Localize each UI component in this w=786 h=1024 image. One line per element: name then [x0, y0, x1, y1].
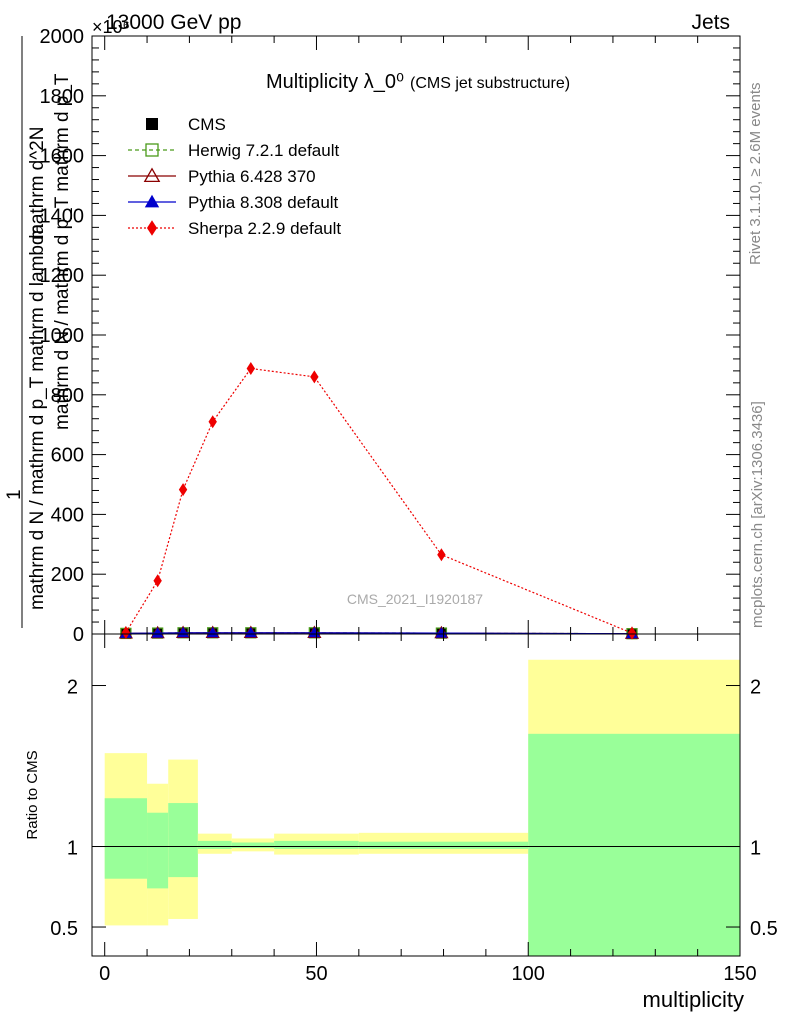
- legend-marker: [145, 143, 159, 157]
- ratio-y-tick-label: 1: [67, 838, 78, 860]
- y-tick-label: 1600: [40, 146, 85, 168]
- y-exponent: ×10⁶: [92, 17, 130, 37]
- y-tick-label: 800: [51, 385, 84, 407]
- main-panel: 0 200 400 600 800 1000 1200 1400 1600 1800 2000 Mu…: [40, 26, 741, 646]
- data-point-pythia-8-308-default: [177, 626, 190, 638]
- legend-label: Herwig 7.2.1 default: [188, 141, 339, 160]
- legend-marker: [144, 194, 160, 208]
- analysis-watermark: CMS_2021_I1920187: [347, 591, 483, 607]
- y-tick-label: 200: [51, 564, 84, 586]
- legend-entry-herwig-7-2-1-default: Herwig 7.2.1 default: [128, 141, 339, 160]
- data-point-sherpa-2-2-9-default: [246, 361, 256, 375]
- ratio-frame: [91, 633, 741, 957]
- ratio-stat-band: [528, 733, 740, 956]
- main-y-axis: 0 200 400 600 800 1000 1200 1400 1600 1800 2000: [40, 26, 741, 646]
- x-tick-label: 0: [99, 963, 110, 985]
- legend-entry-pythia-8-308-default: Pythia 8.308 default: [128, 193, 339, 212]
- y-tick-label: 1200: [40, 265, 85, 287]
- data-point-sherpa-2-2-9-default: [178, 483, 188, 497]
- ratio-y-tick-label-right: 2: [750, 677, 761, 699]
- x-tick-label: 150: [723, 963, 756, 985]
- x-tick-label: 100: [512, 963, 545, 985]
- legend-marker: [146, 220, 158, 236]
- ratio-y-axis: 0.5 0.5 1 1 2 2: [50, 677, 778, 941]
- legend-label: CMS: [188, 115, 226, 134]
- ratio-stat-band: [104, 798, 148, 879]
- x-axis: 0 50 100 150: [99, 634, 757, 985]
- data-point-pythia-8-308-default: [206, 626, 219, 638]
- ratio-bands: [104, 659, 740, 956]
- y-tick-label: 2000: [40, 26, 85, 48]
- legend: CMS Herwig 7.2.1 default Pythia 6.428 370 P…: [128, 115, 341, 238]
- legend-entry-pythia-6-428-370: Pythia 6.428 370: [128, 167, 316, 186]
- data-point-pythia-8-308-default: [308, 626, 321, 638]
- legend-label: Sherpa 2.2.9 default: [188, 219, 341, 238]
- series-pythia-8-308-default: [119, 626, 638, 639]
- legend-label: Pythia 6.428 370: [188, 167, 316, 186]
- main-y-label: mathrm d N / mathrm d p_T mathrm d lambd…: [4, 36, 73, 628]
- series-sherpa-2-2-9-default: [121, 361, 637, 640]
- x-tick-label: 50: [305, 963, 327, 985]
- data-point-sherpa-2-2-9-default: [153, 574, 162, 588]
- y-tick-label: 0: [73, 624, 84, 646]
- legend-marker: [143, 167, 161, 183]
- ratio-stat-band: [231, 842, 275, 849]
- ratio-y-tick-label: 0.5: [50, 918, 78, 940]
- y-tick-label: 600: [51, 445, 84, 467]
- mcplots-label: mcplots.cern.ch [arXiv:1306.3436]: [749, 401, 766, 628]
- data-point-sherpa-2-2-9-default: [310, 370, 319, 384]
- ratio-stat-band: [168, 803, 198, 878]
- ratio-y-tick-label: 2: [67, 677, 78, 699]
- rivet-version-label: Rivet 3.1.10, ≥ 2.6M events: [747, 83, 764, 266]
- y-label-main: mathrm d N / mathrm d p_T mathrm d lambd…: [27, 223, 48, 610]
- ratio-y-tick-label-right: 1: [750, 838, 761, 860]
- legend-entry-cms: CMS: [146, 115, 226, 134]
- y-tick-label: 1400: [40, 205, 85, 227]
- legend-entry-sherpa-2-2-9-default: Sherpa 2.2.9 default: [128, 219, 341, 238]
- y-label-fraction-numerator: 1: [4, 489, 25, 500]
- header-process: Jets: [691, 11, 730, 34]
- y-tick-label: 400: [51, 504, 84, 526]
- legend-marker: [146, 118, 158, 130]
- ratio-stat-band: [274, 840, 359, 849]
- ratio-stat-band: [197, 840, 232, 849]
- y-tick-label: 1000: [40, 325, 85, 347]
- y-label-top: mathrm d^2N: [27, 127, 48, 240]
- data-point-sherpa-2-2-9-default: [121, 626, 131, 640]
- ratio-stat-band: [358, 841, 529, 849]
- header-energy: 13000 GeV pp: [106, 11, 241, 34]
- ratio-y-label: Ratio to CMS: [24, 750, 41, 839]
- y-label-denominator: mathrm d N / mathrm d p_T mathrm d p_T: [52, 73, 73, 430]
- data-point-sherpa-2-2-9-default: [627, 626, 637, 640]
- data-point-pythia-8-308-default: [151, 627, 164, 638]
- data-point-sherpa-2-2-9-default: [437, 548, 446, 562]
- chart-title: Multiplicity λ_0⁰ (CMS jet substructure): [266, 71, 570, 93]
- y-tick-label: 1800: [40, 86, 85, 108]
- x-axis-label: multiplicity: [643, 987, 744, 1012]
- ratio-panel: 0.5 0.5 1 1 2 2 0 50 100 150 Ratio to CMS multip…: [24, 633, 778, 1012]
- data-point-pythia-8-308-default: [435, 627, 448, 638]
- ratio-y-tick-label-right: 0.5: [750, 918, 778, 940]
- series-line-sherpa-2-2-9-default: [125, 367, 633, 634]
- data-point-sherpa-2-2-9-default: [208, 415, 217, 429]
- legend-label: Pythia 8.308 default: [188, 193, 339, 212]
- data-point-pythia-8-308-default: [244, 626, 257, 638]
- ratio-stat-band: [147, 812, 169, 889]
